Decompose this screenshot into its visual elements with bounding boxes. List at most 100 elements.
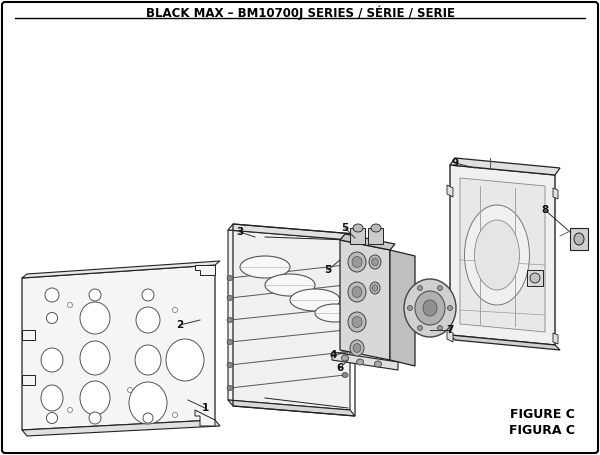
Polygon shape xyxy=(553,188,558,199)
Text: 5: 5 xyxy=(325,265,332,275)
Text: FIGURE C: FIGURE C xyxy=(510,409,575,421)
Ellipse shape xyxy=(227,275,233,280)
Polygon shape xyxy=(447,330,453,342)
Polygon shape xyxy=(22,330,35,340)
Ellipse shape xyxy=(41,348,63,372)
Polygon shape xyxy=(22,265,215,430)
Ellipse shape xyxy=(67,303,73,308)
Ellipse shape xyxy=(371,224,381,232)
Ellipse shape xyxy=(352,317,362,328)
Ellipse shape xyxy=(448,305,452,310)
Text: FIGURA C: FIGURA C xyxy=(509,424,575,436)
Ellipse shape xyxy=(342,283,348,288)
Ellipse shape xyxy=(67,408,73,413)
Polygon shape xyxy=(195,410,215,426)
Ellipse shape xyxy=(352,257,362,268)
Ellipse shape xyxy=(348,252,366,272)
Text: 1: 1 xyxy=(202,403,209,413)
Ellipse shape xyxy=(80,341,110,375)
Ellipse shape xyxy=(356,359,364,365)
Ellipse shape xyxy=(135,345,161,375)
Ellipse shape xyxy=(227,385,233,390)
Polygon shape xyxy=(447,185,453,197)
Ellipse shape xyxy=(404,279,456,337)
Ellipse shape xyxy=(530,273,540,283)
Ellipse shape xyxy=(352,287,362,298)
Bar xyxy=(527,270,543,286)
Ellipse shape xyxy=(437,286,443,291)
Ellipse shape xyxy=(342,349,348,354)
Text: 9: 9 xyxy=(451,158,458,168)
Ellipse shape xyxy=(350,340,364,356)
Bar xyxy=(350,228,365,244)
Ellipse shape xyxy=(348,282,366,302)
Ellipse shape xyxy=(47,413,58,424)
Ellipse shape xyxy=(136,307,160,333)
Polygon shape xyxy=(22,261,220,278)
Polygon shape xyxy=(228,400,355,416)
Polygon shape xyxy=(450,335,560,350)
Ellipse shape xyxy=(290,289,340,311)
Polygon shape xyxy=(450,158,560,175)
Ellipse shape xyxy=(315,304,355,322)
Polygon shape xyxy=(390,250,415,366)
Text: BLACK MAX – BM10700J SERIES / SÉRIE / SERIE: BLACK MAX – BM10700J SERIES / SÉRIE / SE… xyxy=(146,6,455,20)
Polygon shape xyxy=(450,165,555,345)
Ellipse shape xyxy=(342,263,348,268)
Ellipse shape xyxy=(80,302,110,334)
Text: 5: 5 xyxy=(341,223,349,233)
Ellipse shape xyxy=(372,285,378,291)
Ellipse shape xyxy=(227,318,233,323)
Ellipse shape xyxy=(240,256,290,278)
Ellipse shape xyxy=(418,286,422,291)
Text: 8: 8 xyxy=(541,205,548,215)
Ellipse shape xyxy=(47,313,58,324)
Text: 2: 2 xyxy=(176,320,184,330)
Polygon shape xyxy=(553,333,558,344)
Polygon shape xyxy=(332,352,398,370)
Ellipse shape xyxy=(348,312,366,332)
Ellipse shape xyxy=(128,388,133,393)
Ellipse shape xyxy=(353,224,363,232)
Ellipse shape xyxy=(475,220,520,290)
Ellipse shape xyxy=(80,381,110,415)
Ellipse shape xyxy=(370,282,380,294)
Text: 7: 7 xyxy=(446,325,454,335)
Ellipse shape xyxy=(129,382,167,424)
Ellipse shape xyxy=(342,328,348,333)
Ellipse shape xyxy=(143,413,153,423)
Ellipse shape xyxy=(41,385,63,411)
Ellipse shape xyxy=(142,289,154,301)
Ellipse shape xyxy=(374,361,382,367)
Ellipse shape xyxy=(369,255,381,269)
Ellipse shape xyxy=(407,305,413,310)
Ellipse shape xyxy=(574,233,584,245)
Ellipse shape xyxy=(45,288,59,302)
Polygon shape xyxy=(195,265,215,275)
Ellipse shape xyxy=(173,413,178,418)
Ellipse shape xyxy=(423,300,437,316)
Ellipse shape xyxy=(372,258,379,266)
Ellipse shape xyxy=(342,305,348,310)
Ellipse shape xyxy=(464,205,530,305)
Ellipse shape xyxy=(173,308,178,313)
Polygon shape xyxy=(22,375,35,385)
Text: 6: 6 xyxy=(337,363,344,373)
Ellipse shape xyxy=(227,295,233,300)
Ellipse shape xyxy=(353,344,361,353)
Ellipse shape xyxy=(227,339,233,344)
Ellipse shape xyxy=(415,291,445,325)
Polygon shape xyxy=(228,230,350,410)
Ellipse shape xyxy=(89,289,101,301)
Bar xyxy=(368,228,383,244)
Polygon shape xyxy=(228,224,355,240)
Ellipse shape xyxy=(437,325,443,330)
Ellipse shape xyxy=(166,339,204,381)
Text: 4: 4 xyxy=(329,350,337,360)
Ellipse shape xyxy=(265,274,315,296)
Polygon shape xyxy=(340,234,395,250)
Ellipse shape xyxy=(418,325,422,330)
Bar xyxy=(570,228,588,250)
Text: 3: 3 xyxy=(236,227,244,237)
Polygon shape xyxy=(340,240,390,360)
